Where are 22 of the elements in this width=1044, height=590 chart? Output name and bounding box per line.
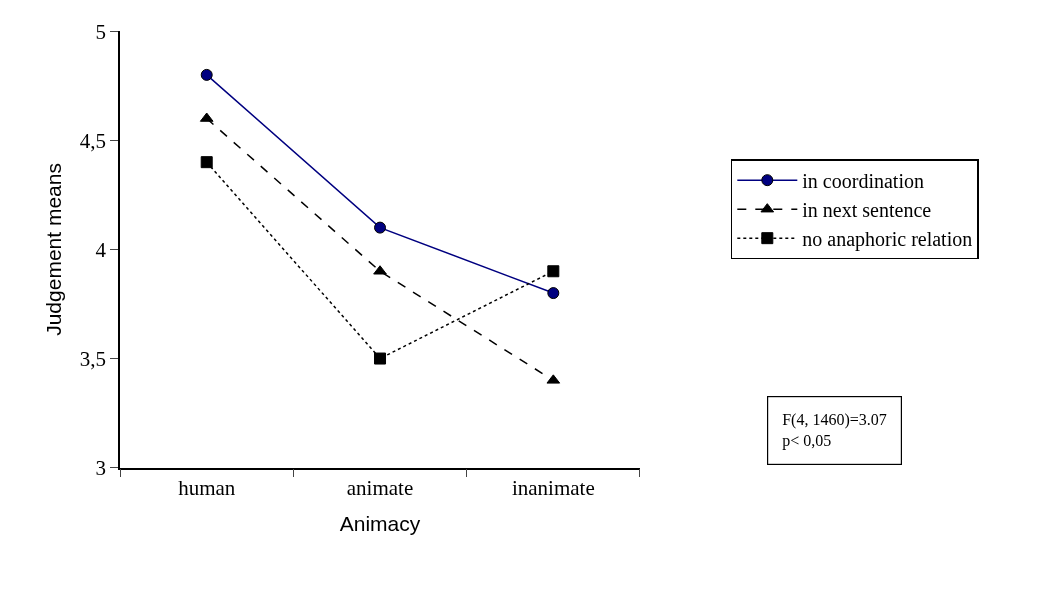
x-tick-label: inanimate [511,475,595,500]
text: F(4, 1460)=3.07 [782,411,887,430]
legend-label: in next sentence [802,198,932,221]
x-tick-label: human [178,475,236,500]
point [200,156,213,169]
point [547,287,560,300]
point [200,68,213,81]
y-axis-title: Judgement means [42,163,66,336]
text: p< 0,05 [782,432,832,450]
point [374,221,387,234]
legend-label: no anaphoric relation [802,227,973,251]
point [547,265,560,278]
point [374,352,387,365]
legend-label: in coordination [802,169,924,192]
x-axis-title: Animacy [339,512,421,536]
y-tick-label: 3,5 [79,346,107,371]
y-tick-label: 5 [95,19,107,44]
y-tick-label: 4 [95,237,107,262]
x-tick-label: animate [346,475,414,500]
y-tick-label: 3 [95,455,107,480]
y-tick-label: 4,5 [79,128,107,153]
point [373,265,387,275]
